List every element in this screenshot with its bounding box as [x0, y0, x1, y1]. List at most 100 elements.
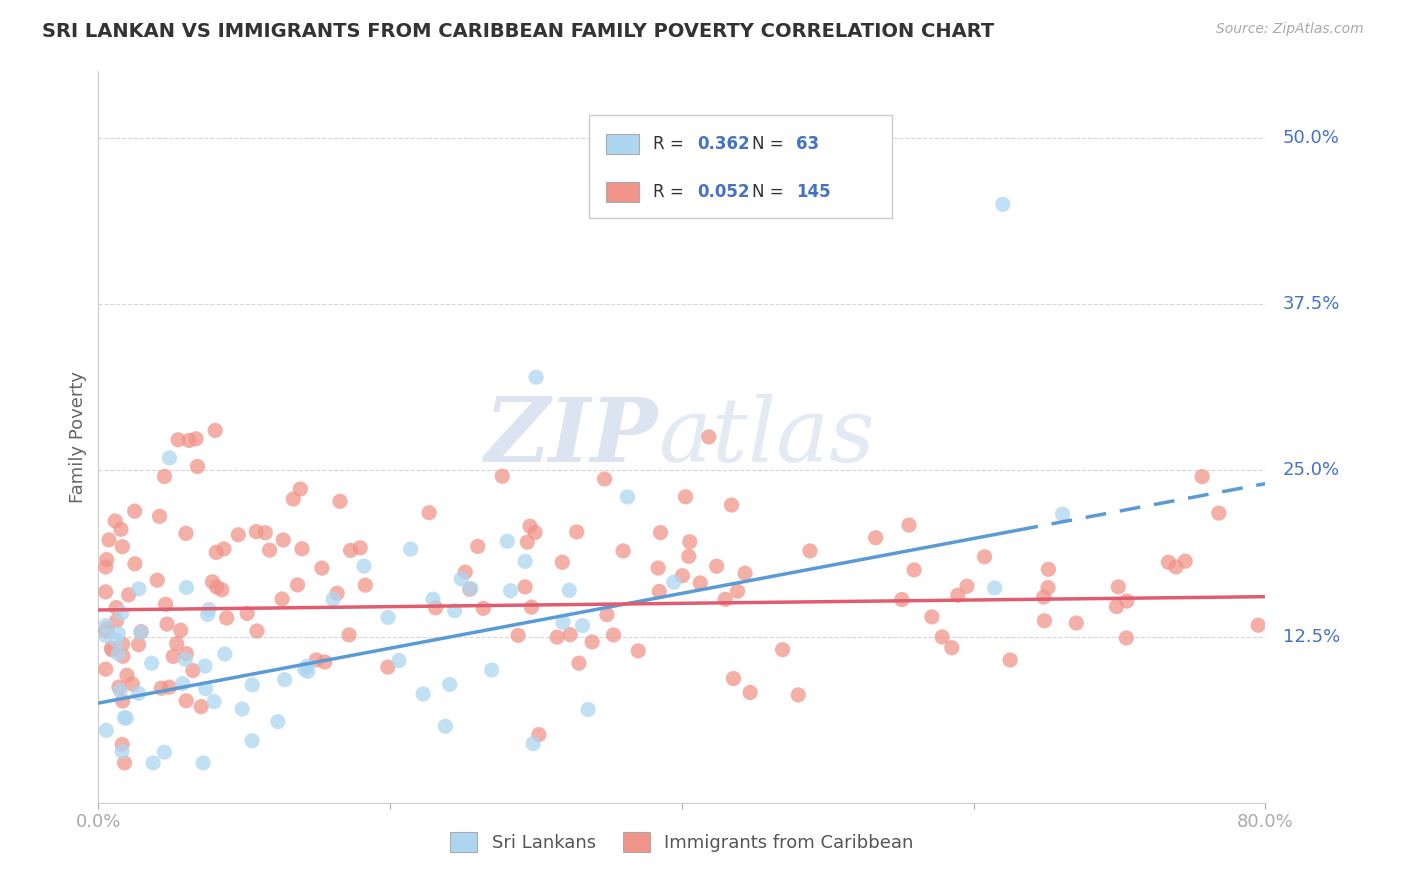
- Point: [157, 680, 180, 694]
- Point: [671, 568, 693, 582]
- Point: [271, 533, 294, 547]
- Point: [513, 580, 536, 594]
- Point: [128, 582, 150, 596]
- Point: [94, 560, 117, 574]
- Point: [1036, 581, 1059, 595]
- Point: [648, 584, 671, 599]
- Point: [727, 584, 749, 599]
- Point: [297, 665, 319, 679]
- Point: [467, 540, 489, 554]
- FancyBboxPatch shape: [606, 134, 638, 154]
- Point: [111, 694, 134, 708]
- Point: [287, 578, 309, 592]
- Point: [128, 638, 150, 652]
- Point: [946, 588, 969, 602]
- FancyBboxPatch shape: [606, 182, 638, 202]
- Point: [1208, 506, 1230, 520]
- Point: [159, 450, 181, 465]
- Point: [111, 607, 134, 621]
- Point: [124, 504, 146, 518]
- Point: [141, 657, 163, 671]
- Point: [194, 659, 217, 673]
- Point: [576, 702, 599, 716]
- Point: [311, 561, 333, 575]
- Point: [105, 600, 128, 615]
- Point: [349, 541, 371, 555]
- Point: [295, 659, 318, 673]
- Point: [675, 490, 697, 504]
- Point: [96, 723, 118, 738]
- Point: [439, 677, 461, 691]
- Point: [291, 541, 314, 556]
- Point: [174, 694, 197, 708]
- Point: [170, 624, 193, 638]
- Point: [240, 733, 263, 747]
- Point: [353, 559, 375, 574]
- Point: [172, 676, 194, 690]
- Point: [991, 197, 1014, 211]
- Text: 25.0%: 25.0%: [1282, 461, 1340, 479]
- Point: [941, 640, 963, 655]
- Point: [973, 549, 995, 564]
- Point: [1038, 562, 1060, 576]
- Point: [1115, 594, 1137, 608]
- Point: [156, 617, 179, 632]
- Point: [283, 491, 305, 506]
- Point: [865, 531, 887, 545]
- Point: [205, 545, 228, 559]
- Point: [450, 572, 472, 586]
- Point: [1157, 555, 1180, 569]
- Point: [174, 647, 197, 661]
- Point: [111, 637, 134, 651]
- Point: [96, 622, 118, 636]
- Point: [460, 582, 482, 596]
- Point: [339, 543, 361, 558]
- Text: N =: N =: [752, 135, 789, 153]
- Point: [271, 592, 294, 607]
- Point: [1115, 631, 1137, 645]
- Point: [647, 561, 669, 575]
- Point: [1052, 507, 1074, 521]
- Point: [412, 687, 434, 701]
- Point: [1247, 618, 1270, 632]
- Legend: Sri Lankans, Immigrants from Caribbean: Sri Lankans, Immigrants from Caribbean: [443, 825, 921, 860]
- Point: [399, 542, 422, 557]
- Point: [153, 469, 176, 483]
- Point: [107, 626, 129, 640]
- Point: [740, 685, 762, 699]
- Point: [418, 506, 440, 520]
- Point: [108, 680, 131, 694]
- Text: 145: 145: [796, 183, 831, 201]
- Point: [186, 459, 208, 474]
- Point: [111, 649, 134, 664]
- Point: [294, 662, 316, 676]
- Point: [191, 756, 214, 770]
- Point: [565, 524, 588, 539]
- Point: [104, 632, 127, 647]
- Point: [245, 524, 267, 539]
- Point: [121, 677, 143, 691]
- Point: [1105, 599, 1128, 614]
- Point: [94, 585, 117, 599]
- Point: [184, 432, 207, 446]
- Text: R =: R =: [652, 183, 689, 201]
- Point: [720, 498, 742, 512]
- Point: [627, 644, 650, 658]
- Point: [593, 472, 616, 486]
- Point: [524, 370, 547, 384]
- Point: [1164, 560, 1187, 574]
- Point: [524, 525, 547, 540]
- Point: [305, 653, 328, 667]
- Point: [706, 559, 728, 574]
- Point: [215, 611, 238, 625]
- Point: [596, 607, 619, 622]
- Point: [273, 673, 295, 687]
- Point: [212, 541, 235, 556]
- Text: SRI LANKAN VS IMMIGRANTS FROM CARIBBEAN FAMILY POVERTY CORRELATION CHART: SRI LANKAN VS IMMIGRANTS FROM CARIBBEAN …: [42, 22, 994, 41]
- Point: [454, 565, 477, 579]
- Point: [425, 600, 447, 615]
- Point: [228, 528, 250, 542]
- Point: [650, 525, 672, 540]
- Text: 63: 63: [796, 135, 820, 153]
- Point: [190, 699, 212, 714]
